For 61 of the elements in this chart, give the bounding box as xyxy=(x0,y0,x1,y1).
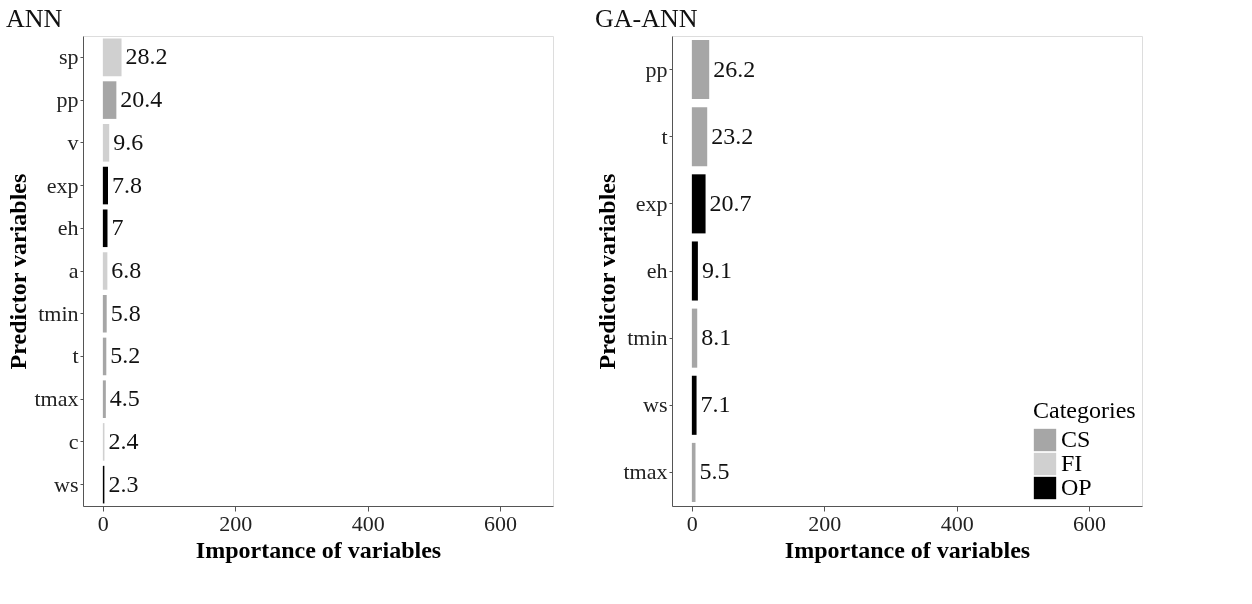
y-tick-label: a xyxy=(68,258,79,283)
bar xyxy=(102,252,108,290)
y-tick-label: tmax xyxy=(623,459,668,485)
y-tick-label: ws xyxy=(643,392,668,418)
data-label: 5.8 xyxy=(110,299,141,326)
data-label: 5.2 xyxy=(110,342,141,369)
legend-title: Categories xyxy=(1033,397,1136,423)
x-tick-label: 200 xyxy=(808,510,842,536)
y-tick-label: sp xyxy=(58,44,79,70)
data-label: 7.1 xyxy=(700,391,731,418)
y-tick-label: eh xyxy=(646,258,668,283)
y-tick-label: exp xyxy=(46,172,79,198)
y-tick-label: tmin xyxy=(627,325,668,351)
data-label: 7.8 xyxy=(112,171,143,198)
x-tick-label: 200 xyxy=(219,510,253,536)
bar xyxy=(102,81,117,119)
y-tick-label: v xyxy=(67,129,79,155)
x-tick-label: 400 xyxy=(940,510,974,536)
legend-label: FI xyxy=(1061,450,1083,476)
bar xyxy=(102,38,122,77)
chart-title: GA-ANN xyxy=(595,4,698,33)
y-tick-label: exp xyxy=(635,190,668,216)
y-tick-label: eh xyxy=(57,215,79,241)
data-label: 23.2 xyxy=(711,122,754,149)
data-label: 28.2 xyxy=(125,43,168,70)
data-label: 2.3 xyxy=(108,470,139,497)
x-tick-label: 400 xyxy=(351,510,385,536)
y-axis-title: Predictor variables xyxy=(4,173,31,370)
x-tick-label: 0 xyxy=(97,510,109,536)
x-axis-title: Importance of variables xyxy=(784,536,1031,563)
x-tick-label: 600 xyxy=(1073,510,1107,536)
data-label: 5.5 xyxy=(699,458,730,485)
y-axis-title: Predictor variables xyxy=(593,173,620,370)
data-label: 20.7 xyxy=(709,189,752,216)
x-axis-title: Importance of variables xyxy=(195,536,442,563)
data-label: 6.8 xyxy=(111,257,142,283)
y-tick-label: t xyxy=(72,343,79,369)
x-tick-label: 0 xyxy=(686,510,698,536)
data-label: 9.6 xyxy=(113,128,144,155)
y-tick-label: ws xyxy=(54,471,79,497)
x-tick-label: 600 xyxy=(484,510,518,536)
y-tick-label: c xyxy=(68,428,79,454)
y-tick-label: pp xyxy=(645,56,668,82)
y-tick-label: tmin xyxy=(38,300,79,326)
legend-label: OP xyxy=(1061,474,1092,500)
y-tick-label: tmax xyxy=(34,386,79,412)
bar xyxy=(102,380,106,418)
y-tick-label: pp xyxy=(56,87,79,113)
bar xyxy=(102,294,107,333)
data-label: 2.4 xyxy=(108,427,139,454)
bar xyxy=(102,166,109,205)
data-label: 4.5 xyxy=(109,385,140,412)
bar xyxy=(102,124,110,162)
legend-label: CS xyxy=(1061,426,1091,452)
data-label: 20.4 xyxy=(120,86,163,113)
data-label: 26.2 xyxy=(713,55,756,82)
chart-title: ANN xyxy=(6,4,63,33)
data-label: 8.1 xyxy=(701,324,732,351)
data-label: 9.1 xyxy=(701,257,732,283)
data-label: 7 xyxy=(111,214,124,241)
y-tick-label: t xyxy=(661,123,668,149)
